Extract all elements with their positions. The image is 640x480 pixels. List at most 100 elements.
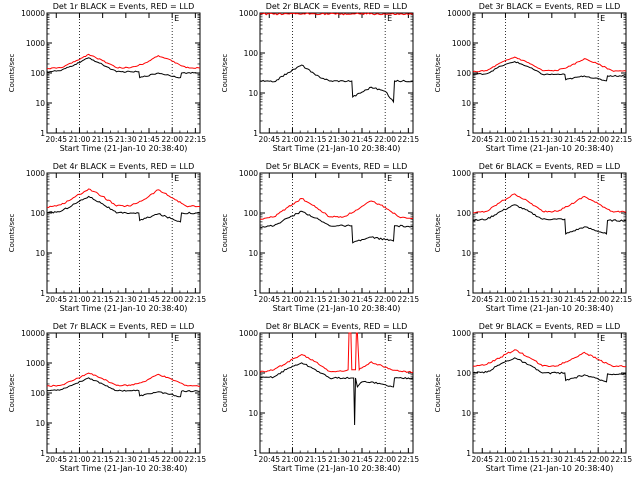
x-tick-label: 20:45 <box>258 135 280 144</box>
y-tick-label: 100 <box>31 389 46 398</box>
annotation-label: E <box>600 334 605 343</box>
y-tick-label: 100 <box>457 369 472 378</box>
x-tick-label: 21:15 <box>305 295 327 304</box>
panel-title: Det 2r BLACK = Events, RED = LLD <box>266 2 408 11</box>
y-tick-label: 1000 <box>239 9 258 18</box>
x-tick-label: 21:45 <box>564 295 586 304</box>
y-tick-label: 10 <box>35 419 45 428</box>
panel-6: Det 6r BLACK = Events, RED = LLD E 1 10 100 1… <box>434 162 632 313</box>
y-tick-label: 10 <box>461 409 471 418</box>
x-tick-label: 20:45 <box>471 135 493 144</box>
plot-frame <box>46 332 201 454</box>
panel-9: Det 9r BLACK = Events, RED = LLD E 1 10 100 1… <box>434 322 632 473</box>
panel-title: Det 1r BLACK = Events, RED = LLD <box>53 2 195 11</box>
x-tick-label: 22:00 <box>587 455 609 464</box>
y-axis-label: Counts/sec <box>8 214 16 253</box>
panel-4: Det 4r BLACK = Events, RED = LLD E 1 10 100 1… <box>8 162 206 313</box>
x-axis-label: Start Time (21-Jan-10 20:38:40) <box>273 464 401 473</box>
plot-frame <box>46 172 201 294</box>
x-tick-label: 21:45 <box>564 135 586 144</box>
panel-2: Det 2r BLACK = Events, RED = LLD E 1 10 100 1… <box>221 2 419 153</box>
y-tick-label: 10 <box>248 409 258 418</box>
x-tick-label: 21:30 <box>115 295 137 304</box>
lld-series-line <box>472 193 627 214</box>
y-axis-label: Counts/sec <box>8 54 16 93</box>
x-tick-label: 20:45 <box>471 295 493 304</box>
x-tick-label: 20:45 <box>45 455 67 464</box>
y-tick-label: 1 <box>466 129 471 138</box>
y-tick-label: 1 <box>253 449 258 458</box>
panel-title: Det 9r BLACK = Events, RED = LLD <box>479 322 621 331</box>
panel-1: Det 1r BLACK = Events, RED = LLD E 1 10 100 1… <box>8 2 206 153</box>
lld-series-line <box>46 372 201 387</box>
x-axis-label: Start Time (21-Jan-10 20:38:40) <box>273 144 401 153</box>
y-tick-label: 10000 <box>447 9 471 18</box>
events-series-line <box>472 204 626 235</box>
y-tick-label: 1000 <box>239 169 258 178</box>
annotation-label: E <box>387 14 392 23</box>
x-tick-label: 22:15 <box>185 135 207 144</box>
y-axis-label: Counts/sec <box>221 374 229 413</box>
events-series-line <box>472 357 627 383</box>
x-tick-label: 21:45 <box>351 135 373 144</box>
lld-series-line <box>47 53 201 70</box>
panel-title: Det 6r BLACK = Events, RED = LLD <box>479 162 621 171</box>
y-tick-label: 100 <box>31 209 46 218</box>
x-tick-label: 21:15 <box>518 135 540 144</box>
x-axis-label: Start Time (21-Jan-10 20:38:40) <box>60 144 188 153</box>
x-tick-label: 21:15 <box>518 295 540 304</box>
y-tick-label: 100 <box>457 209 472 218</box>
x-axis-label: Start Time (21-Jan-10 20:38:40) <box>60 464 188 473</box>
annotation-label: E <box>387 174 392 183</box>
x-tick-label: 20:45 <box>45 295 67 304</box>
annotation-label: E <box>174 174 179 183</box>
y-tick-label: 1 <box>40 129 45 138</box>
y-tick-label: 10 <box>461 99 471 108</box>
y-tick-label: 100 <box>244 369 259 378</box>
x-tick-label: 22:15 <box>611 295 633 304</box>
y-tick-label: 1000 <box>26 169 45 178</box>
y-tick-label: 10 <box>35 249 45 258</box>
y-tick-label: 10 <box>35 99 45 108</box>
x-tick-label: 21:00 <box>282 295 304 304</box>
x-tick-label: 22:00 <box>587 135 609 144</box>
y-tick-label: 10 <box>461 249 471 258</box>
lld-series-line <box>260 197 414 220</box>
plot-frame <box>472 12 627 134</box>
plot-frame <box>259 172 414 294</box>
x-tick-label: 22:15 <box>398 295 420 304</box>
x-tick-label: 22:15 <box>185 455 207 464</box>
x-tick-label: 22:15 <box>398 455 420 464</box>
annotation-label: E <box>387 334 392 343</box>
x-tick-label: 22:00 <box>161 295 183 304</box>
annotation-label: E <box>600 174 605 183</box>
y-tick-label: 10 <box>248 249 258 258</box>
panel-8: Det 8r BLACK = Events, RED = LLD E 1 10 100 1… <box>221 322 419 473</box>
x-tick-label: 21:15 <box>305 455 327 464</box>
x-tick-label: 21:45 <box>138 135 160 144</box>
plot-frame <box>259 332 414 454</box>
events-series-line <box>47 377 201 398</box>
x-tick-label: 22:15 <box>611 455 633 464</box>
events-series-line <box>46 195 201 223</box>
x-tick-label: 21:00 <box>69 295 91 304</box>
events-series-line <box>259 362 414 426</box>
y-tick-label: 1 <box>40 289 45 298</box>
x-tick-label: 20:45 <box>471 455 493 464</box>
x-tick-label: 21:30 <box>541 135 563 144</box>
panel-5: Det 5r BLACK = Events, RED = LLD E 1 10 100 1… <box>221 162 419 313</box>
x-axis-label: Start Time (21-Jan-10 20:38:40) <box>486 464 614 473</box>
y-tick-label: 1000 <box>26 39 45 48</box>
x-tick-label: 21:30 <box>541 295 563 304</box>
lld-series-line <box>46 188 200 209</box>
panel-title: Det 3r BLACK = Events, RED = LLD <box>479 2 621 11</box>
panel-title: Det 5r BLACK = Events, RED = LLD <box>266 162 408 171</box>
y-axis-label: Counts/sec <box>434 374 442 413</box>
x-tick-label: 22:00 <box>374 295 396 304</box>
panel-title: Det 7r BLACK = Events, RED = LLD <box>53 322 195 331</box>
x-tick-label: 22:15 <box>398 135 420 144</box>
y-tick-label: 1 <box>253 129 258 138</box>
x-axis-label: Start Time (21-Jan-10 20:38:40) <box>60 304 188 313</box>
x-tick-label: 21:30 <box>115 455 137 464</box>
